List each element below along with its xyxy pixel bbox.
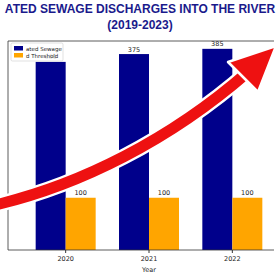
tick: 2021 [141,250,158,263]
legend-swatch [14,53,23,58]
bar [232,198,262,250]
legend: ated Sewaged Threshold [11,43,63,61]
x-axis-line [8,250,274,251]
legend-label: ated Sewage [26,46,62,53]
tick-label: 2021 [141,255,158,263]
tick-label: 2022 [224,255,241,263]
arrow-shaft [0,72,248,205]
data-label: 385 [211,40,223,48]
data-label: 100 [158,189,170,197]
legend-item: ated Sewage [14,46,62,53]
legend-label: d Threshold [26,53,58,59]
data-label: 375 [128,46,140,54]
arrow-head [228,46,276,92]
chart: ATED SEWAGE DISCHARGES INTO THE RIVER (20… [0,0,280,280]
subtitle: (2019-2023) [107,18,172,32]
bar [149,198,179,250]
legend-item: d Threshold [14,53,58,59]
x-axis-title: Year [141,266,156,274]
tick: 2020 [57,250,74,263]
data-labels: 360375385100100100 [44,40,253,197]
tick: 2022 [224,250,241,263]
legend-box [11,43,63,61]
title: ATED SEWAGE DISCHARGES INTO THE RIVER [5,2,276,16]
tick-mark [65,250,66,253]
frame-top [8,41,274,42]
arrow-outline [0,72,248,205]
arrow-annotation [0,46,276,205]
data-label: 100 [74,189,86,197]
legend-swatch [14,46,23,51]
data-label: 100 [241,189,253,197]
bar [66,198,96,250]
x-axis: 2020 2021 2022 [8,250,274,263]
tick-mark [232,250,233,253]
y-axis-line [8,41,9,250]
bar [36,62,66,250]
tick-label: 2020 [57,255,74,263]
tick-mark [149,250,150,253]
